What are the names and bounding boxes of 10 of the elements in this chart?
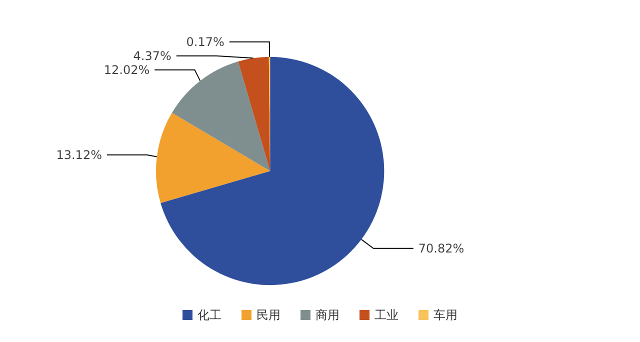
legend-label: 化工 xyxy=(198,308,222,322)
data-label: 4.37% xyxy=(133,48,172,63)
legend-label: 商用 xyxy=(316,308,340,322)
data-label: 0.17% xyxy=(186,34,224,49)
data-label: 12.02% xyxy=(104,62,150,77)
data-label: 13.12% xyxy=(56,148,102,162)
legend-label: 车用 xyxy=(434,308,458,322)
legend-label: 民用 xyxy=(256,308,280,322)
legend-label: 工业 xyxy=(374,308,398,322)
data-label: 70.82% xyxy=(418,241,464,256)
